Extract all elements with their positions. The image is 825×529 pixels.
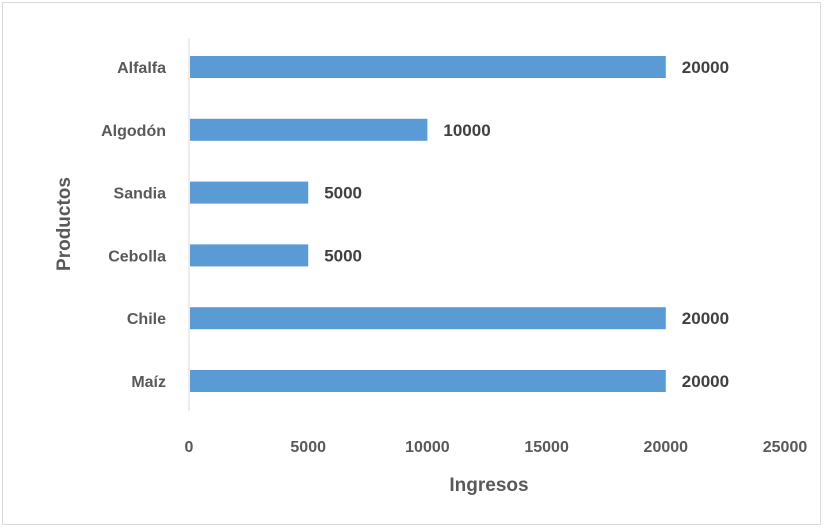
category-label-sandia: Sandia xyxy=(114,186,167,203)
category-label-chile: Chile xyxy=(127,311,166,328)
data-label-maiz: 20000 xyxy=(682,372,729,391)
bar-chile xyxy=(190,307,666,330)
data-label-chile: 20000 xyxy=(682,309,729,328)
bar-alfalfa xyxy=(190,56,666,78)
x-tick-label: 15000 xyxy=(524,439,569,456)
data-label-algodon: 10000 xyxy=(443,121,490,140)
data-label-sandia: 5000 xyxy=(324,184,362,203)
x-tick-label: 0 xyxy=(185,439,194,456)
category-label-algodon: Algodón xyxy=(101,123,166,140)
data-labels-layer: 20000 10000 5000 5000 20000 20000 xyxy=(324,58,729,391)
x-tick-label: 5000 xyxy=(290,439,326,456)
x-axis-title: Ingresos xyxy=(449,475,528,496)
bars-layer xyxy=(190,56,666,392)
bar-maiz xyxy=(190,370,666,392)
category-label-maiz: Maíz xyxy=(131,374,166,391)
x-tick-label: 20000 xyxy=(644,439,689,456)
bar-cebolla xyxy=(190,244,309,267)
x-tick-labels-layer: 0 5000 10000 15000 20000 25000 xyxy=(185,439,808,456)
data-label-alfalfa: 20000 xyxy=(682,58,729,77)
data-label-cebolla: 5000 xyxy=(324,246,362,265)
category-label-alfalfa: Alfalfa xyxy=(117,60,166,77)
category-label-cebolla: Cebolla xyxy=(108,248,166,265)
y-axis-title: Productos xyxy=(54,177,75,271)
x-tick-label: 10000 xyxy=(405,439,450,456)
x-tick-label: 25000 xyxy=(763,439,808,456)
category-labels-layer: Alfalfa Algodón Sandia Cebolla Chile Maíz xyxy=(101,60,166,391)
bar-algodon xyxy=(190,118,428,141)
bar-sandia xyxy=(190,181,309,204)
